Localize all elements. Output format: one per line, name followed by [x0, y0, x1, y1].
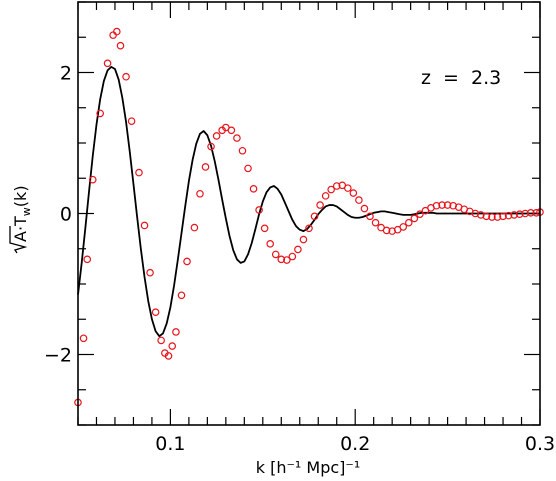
data-point [122, 72, 130, 81]
x-tick-label: 0.3 [525, 433, 555, 455]
y-axis-title-main: A·T [11, 216, 30, 242]
y-axis-title: A·Tw(k) [9, 185, 33, 254]
data-point [432, 201, 441, 210]
data-point [207, 142, 215, 151]
data-point [109, 31, 117, 39]
data-point [135, 168, 143, 177]
data-point [177, 291, 186, 300]
svg-text:A·Tw(k): A·Tw(k) [11, 185, 33, 242]
data-point [271, 250, 280, 259]
data-point [183, 257, 191, 266]
data-point [410, 214, 419, 223]
data-point [277, 255, 286, 264]
data-point [482, 212, 491, 221]
y-axis-title-subscript: w [20, 207, 33, 216]
x-tick-label: 0.1 [155, 433, 185, 455]
data-point [349, 189, 358, 197]
data-point [327, 185, 335, 194]
data-point [260, 224, 269, 233]
data-point [510, 211, 518, 219]
data-point [294, 245, 302, 254]
data-point [116, 41, 125, 50]
data-point [168, 342, 177, 350]
data-point [196, 189, 204, 198]
data-point [382, 226, 391, 235]
data-point [96, 109, 104, 118]
data-point [212, 132, 221, 140]
data-point [88, 175, 97, 184]
data-point [113, 27, 121, 36]
data-point [244, 164, 252, 173]
data-point [344, 184, 352, 192]
x-axis-title: k [h⁻¹ Mpc]⁻¹ [256, 458, 361, 477]
data-point [146, 268, 154, 277]
data-point [127, 117, 136, 125]
data-points-layer [74, 27, 544, 407]
data-point [366, 212, 374, 221]
data-point [299, 235, 308, 244]
data-point [321, 192, 330, 200]
data-point [526, 208, 535, 217]
data-point [233, 134, 241, 142]
plot-frame [77, 1, 541, 426]
tick-labels: 0.1 0.2 0.3 −2 0 2 [44, 63, 555, 456]
sqrt-radical-icon [9, 226, 28, 254]
data-point [79, 334, 88, 343]
data-point [288, 252, 297, 261]
data-point [404, 218, 413, 227]
data-point [238, 146, 247, 155]
data-point [443, 201, 452, 209]
y-tick-label: 0 [60, 204, 72, 226]
data-point [310, 212, 319, 221]
model-curve [77, 65, 540, 338]
data-point [227, 126, 236, 135]
data-point [371, 218, 380, 227]
data-point [249, 185, 258, 193]
y-tick-label: −2 [44, 345, 72, 367]
data-point [305, 224, 313, 233]
data-point [499, 212, 507, 221]
data-point [283, 256, 291, 264]
data-point [493, 213, 502, 221]
data-point [140, 221, 149, 230]
data-point [266, 240, 274, 248]
data-point [83, 255, 92, 264]
data-point [488, 213, 496, 221]
redshift-annotation: z = 2.3 [421, 67, 501, 89]
data-point [332, 182, 341, 190]
data-point [316, 201, 324, 209]
data-point [504, 211, 513, 220]
data-point [201, 163, 210, 171]
data-point [360, 204, 369, 213]
y-axis-title-suffix: (k) [11, 185, 30, 207]
data-point [521, 209, 530, 218]
data-point [190, 223, 199, 232]
data-point [255, 206, 263, 214]
data-point [355, 196, 363, 204]
data-point [515, 210, 524, 219]
data-point [172, 328, 180, 336]
x-tick-label: 0.2 [340, 433, 370, 455]
model-curve-layer [77, 65, 540, 338]
data-point [164, 352, 173, 360]
data-point [399, 223, 408, 231]
data-point [103, 59, 112, 68]
data-point [157, 336, 165, 345]
data-point [438, 201, 446, 209]
y-tick-label: 2 [60, 63, 72, 85]
data-point [416, 210, 424, 219]
data-point [151, 308, 160, 317]
